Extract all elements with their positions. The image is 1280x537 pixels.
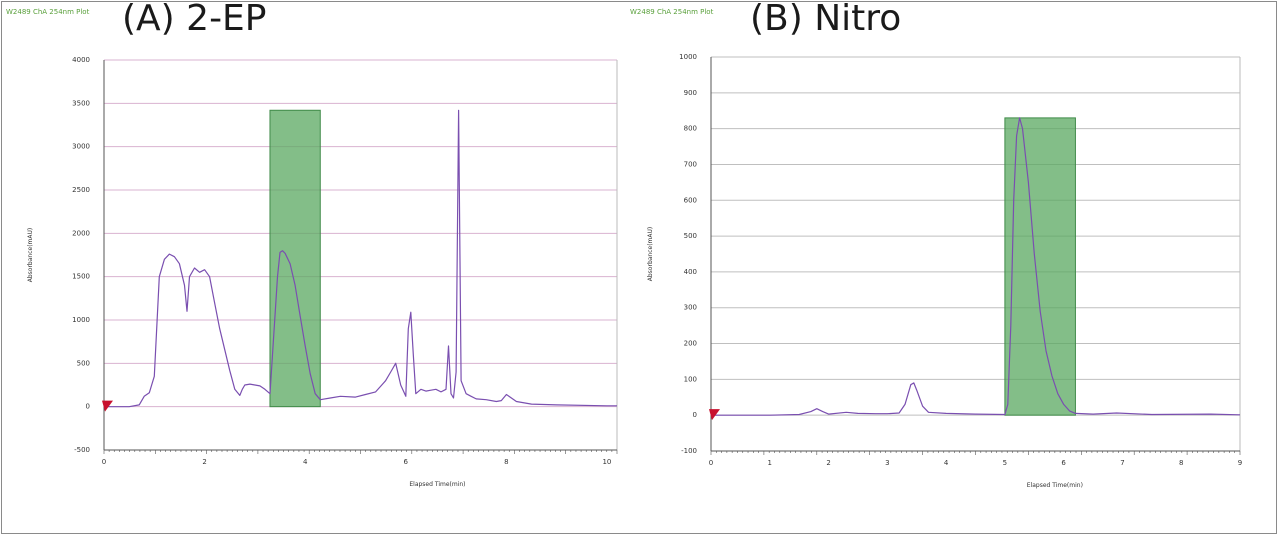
y-tick-label: 0 bbox=[693, 411, 697, 419]
chart-panel-a: W2489 ChA 254nm Plot (A) 2-EP 4000 3500 30… bbox=[0, 0, 632, 510]
chart-panel-b: W2489 ChA 254nm Plot (B) Nitro 1000 900 80… bbox=[630, 0, 1260, 510]
chart-svg: 4000 3500 3000 2500 2000 1500 1000 500 0 -500 0 2 4 6… bbox=[27, 56, 618, 488]
fraction-window bbox=[269, 109, 321, 408]
y-tick-label: 1500 bbox=[72, 273, 90, 281]
x-tick-label: 1 bbox=[768, 459, 772, 467]
x-tick-label: 8 bbox=[1179, 459, 1183, 467]
fraction-window bbox=[1004, 117, 1076, 416]
x-axis-title: Elapsed Time(min) bbox=[409, 481, 465, 488]
series-line bbox=[104, 109, 617, 408]
x-tick-label: 2 bbox=[826, 459, 830, 467]
y-axis-title: Absorbance(mAU) bbox=[647, 227, 654, 281]
y-tick-label: 500 bbox=[684, 232, 697, 240]
x-tick-label: 10 bbox=[602, 458, 611, 466]
x-tick-label: 0 bbox=[102, 458, 106, 466]
x-tick-label: 7 bbox=[1120, 459, 1124, 467]
y-tick-label: 300 bbox=[684, 304, 697, 312]
x-tick-label: 3 bbox=[885, 459, 889, 467]
y-tick-label: 800 bbox=[684, 125, 697, 133]
x-tick-label: 8 bbox=[504, 458, 508, 466]
y-tick-label: 3000 bbox=[72, 143, 90, 151]
x-tick-label: 4 bbox=[303, 458, 308, 466]
y-tick-label: 500 bbox=[77, 359, 90, 367]
y-tick-label: -100 bbox=[681, 447, 697, 455]
y-tick-label: 600 bbox=[684, 196, 697, 204]
y-tick-label: -500 bbox=[74, 446, 90, 454]
x-tick-label: 9 bbox=[1238, 459, 1242, 467]
x-tick-label: 6 bbox=[404, 458, 409, 466]
x-tick-label: 5 bbox=[1003, 459, 1007, 467]
plot-header: W2489 ChA 254nm Plot bbox=[630, 8, 714, 16]
x-tick-label: 4 bbox=[944, 459, 949, 467]
panel-label: (B) Nitro bbox=[750, 0, 902, 39]
series-line bbox=[711, 117, 1241, 416]
y-axis-title: Absorbance(mAU) bbox=[27, 228, 34, 282]
y-tick-label: 2000 bbox=[72, 229, 90, 237]
x-axis-title: Elapsed Time(min) bbox=[1027, 482, 1083, 489]
start-marker-icon bbox=[709, 409, 720, 421]
y-tick-label: 0 bbox=[86, 403, 90, 411]
y-tick-label: 2500 bbox=[72, 186, 90, 194]
y-tick-label: 100 bbox=[684, 375, 697, 383]
y-tick-label: 200 bbox=[684, 340, 697, 348]
y-tick-label: 900 bbox=[684, 89, 697, 97]
x-tick-label: 2 bbox=[202, 458, 206, 466]
y-tick-label: 1000 bbox=[679, 53, 697, 61]
y-tick-label: 4000 bbox=[72, 56, 90, 64]
y-tick-label: 1000 bbox=[72, 316, 90, 324]
x-tick-label: 0 bbox=[709, 459, 713, 467]
y-tick-label: 400 bbox=[684, 268, 697, 276]
x-tick-label: 6 bbox=[1061, 459, 1066, 467]
y-tick-label: 3500 bbox=[72, 99, 90, 107]
start-marker-icon bbox=[102, 400, 113, 412]
y-tick-label: 700 bbox=[684, 160, 697, 168]
plot-header: W2489 ChA 254nm Plot bbox=[6, 8, 90, 16]
panel-label: (A) 2-EP bbox=[122, 0, 267, 39]
